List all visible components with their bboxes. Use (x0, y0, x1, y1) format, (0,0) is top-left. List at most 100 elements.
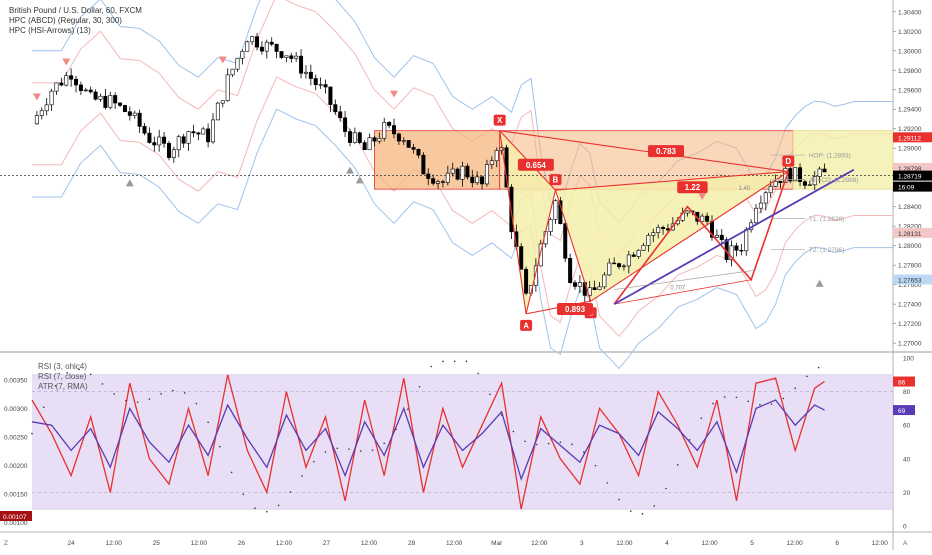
atr-dot (512, 430, 515, 433)
arrows-indicator-label: HPC (HSI-Arrows) (13) (9, 26, 91, 35)
price-tag (893, 162, 932, 173)
candle-body (98, 95, 103, 100)
candle-body (166, 143, 171, 158)
time-label: 4 (665, 540, 669, 547)
chart-legend: British Pound / U.S. Dollar, 60, FXCM HP… (9, 6, 142, 36)
price-tick-label: 1.28000 (898, 243, 922, 250)
up-arrow-icon (815, 279, 824, 287)
candle-body (103, 95, 108, 108)
candle-body (352, 132, 357, 143)
price-tag (893, 132, 932, 143)
candle-body (524, 268, 529, 294)
atr-dot (172, 389, 174, 392)
candle-body (739, 249, 744, 252)
candle-body (152, 142, 157, 146)
rsi-tick-label: 80 (903, 389, 911, 396)
atr-dot (242, 493, 245, 496)
candle-body (612, 262, 617, 265)
pattern-point-x-label: X (497, 116, 503, 125)
atr-dot (324, 451, 327, 453)
atr-dot (336, 447, 339, 450)
fib-small-label: 1.40 (738, 186, 750, 192)
candle-body (431, 178, 436, 184)
time-label: 12:00 (106, 540, 123, 547)
candle-body (347, 131, 352, 143)
secondary-zigzag (613, 171, 790, 305)
atr-dot (583, 451, 585, 453)
atr-tick-label: 0.00350 (4, 378, 28, 385)
candle-body (162, 136, 167, 144)
candle-body (817, 168, 822, 177)
rsi-fast-label: RSI (3, ohlc4) (38, 362, 87, 371)
up-arrow-icon (125, 179, 134, 187)
candle-body (201, 128, 206, 135)
atr-dot (782, 397, 785, 400)
candle-body (631, 254, 636, 257)
rsi-slow-line (31, 374, 825, 510)
atr-dot (559, 441, 562, 444)
ratio-label: 0.893 (565, 305, 586, 314)
ratio-line-xd (499, 130, 789, 173)
candle-body (426, 173, 431, 179)
atr-dot (653, 505, 656, 507)
atr-tick-label: 0.00150 (4, 492, 28, 499)
candle-body (661, 227, 666, 229)
candle-body (763, 192, 768, 204)
candle-body (734, 245, 739, 251)
price-tag (893, 170, 932, 181)
candle-body (299, 55, 304, 74)
down-arrow-icon (32, 93, 41, 101)
atr-dot (195, 402, 198, 405)
candle-body (74, 78, 79, 86)
candle-body (553, 200, 558, 220)
atr-dot (31, 432, 33, 435)
atr-dot (277, 504, 280, 507)
bcd-triangle (555, 171, 789, 302)
time-label: Mar (491, 540, 503, 547)
candle-body (548, 219, 553, 232)
candle-body (597, 286, 602, 291)
atr-dot (618, 498, 620, 501)
price-tick-label: 1.29800 (898, 68, 922, 75)
candle-body (768, 186, 773, 194)
ratio-badge (677, 181, 708, 194)
time-label: 12:00 (701, 540, 718, 547)
rsi-fast-line (31, 399, 825, 482)
ratio-label: 1.22 (685, 183, 701, 192)
candle-body (744, 229, 749, 252)
candle-body (494, 150, 499, 162)
candle-body (127, 111, 132, 116)
candle-body (416, 149, 421, 156)
candle-body (259, 46, 264, 52)
time-label: 3 (580, 540, 584, 547)
time-label: 26 (238, 540, 246, 547)
purple-trendline (613, 168, 855, 305)
candle-body (83, 89, 88, 92)
candle-body (318, 84, 323, 86)
rsi-tick-label: 0 (903, 524, 907, 531)
time-label: 12:00 (276, 540, 293, 547)
candle-body (108, 95, 113, 108)
atr-dot (700, 417, 703, 419)
candle-body (802, 181, 807, 186)
atr-dot (125, 399, 127, 402)
atr-dot (571, 443, 573, 446)
candle-body (88, 89, 93, 93)
candle-body (773, 180, 778, 187)
candle-body (132, 112, 137, 116)
candle-body (621, 265, 626, 268)
pattern-point-b-badge (549, 174, 562, 186)
candle-body (269, 41, 274, 45)
candle-body (284, 55, 289, 58)
rsi-tag-label: 69 (898, 408, 906, 415)
down-arrow-icon (218, 56, 227, 64)
candle-body (54, 82, 59, 92)
atr-dot (735, 396, 738, 399)
up-arrow-icon (345, 166, 354, 174)
price-tick-label: 1.27200 (898, 321, 922, 328)
candle-body (264, 41, 269, 52)
candle-body (812, 176, 817, 186)
candle-body (450, 168, 455, 174)
